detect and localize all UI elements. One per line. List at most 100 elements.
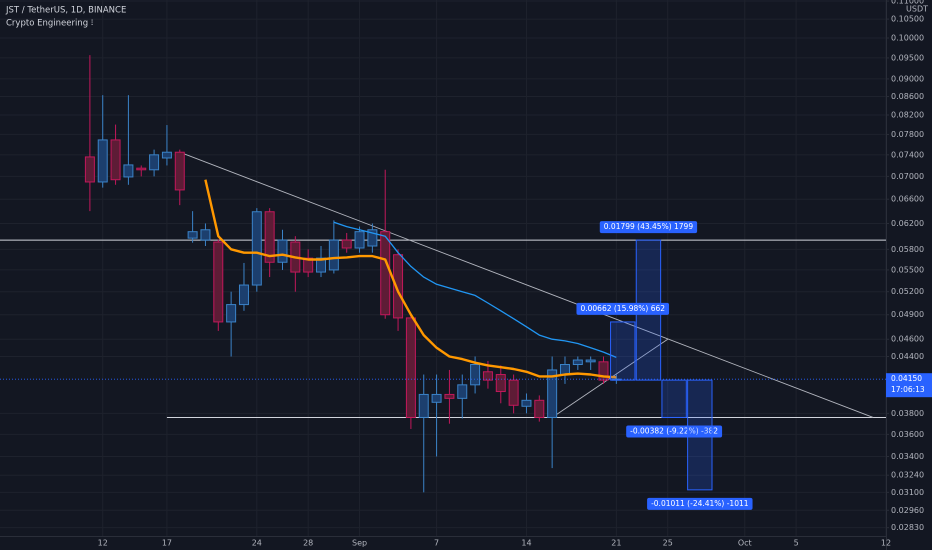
y-tick-label: 0.08600 — [891, 92, 924, 101]
x-tick-label: 25 — [663, 539, 673, 548]
y-tick-label: 0.07400 — [891, 150, 924, 159]
y-tick-label: 0.07800 — [891, 130, 924, 139]
candle-body — [341, 239, 352, 249]
y-tick-label: 0.02960 — [891, 506, 924, 515]
y-tick-label: 0.06600 — [891, 195, 924, 204]
y-tick-label: 0.05500 — [891, 265, 924, 274]
candle-body — [200, 229, 211, 241]
y-tick-label: 0.03800 — [891, 409, 924, 418]
candle-body — [418, 393, 429, 418]
indicator-name[interactable]: Crypto Engineering ⁝ — [6, 19, 94, 29]
indicator-line — [333, 221, 617, 359]
measure-label: 0.01799 (43.45%) 1799 — [604, 222, 694, 231]
y-tick-label: 0.03600 — [891, 430, 924, 439]
candle-body — [328, 239, 339, 271]
candle-body — [174, 151, 185, 191]
candle-body — [393, 254, 404, 319]
y-tick-label: 0.06200 — [891, 219, 924, 228]
candle-body — [547, 369, 558, 418]
y-tick-label: 0.04600 — [891, 335, 924, 344]
candle-body — [495, 374, 506, 393]
countdown: 17:06:13 — [891, 385, 925, 394]
y-tick-label: 0.03240 — [891, 471, 924, 480]
y-tick-label: 0.03400 — [891, 452, 924, 461]
candle-body — [444, 393, 455, 399]
candle-body — [97, 139, 108, 183]
measure-box — [661, 379, 687, 418]
y-tick-label: 0.05200 — [891, 287, 924, 296]
measure-label-bg — [626, 425, 723, 438]
candle-body — [508, 379, 519, 406]
x-tick-label: 28 — [303, 539, 313, 548]
x-tick-label: 14 — [521, 539, 531, 548]
candle-body — [457, 384, 468, 399]
candle-body — [559, 364, 570, 376]
currency: USDT — [906, 5, 928, 14]
candle-body — [277, 239, 288, 263]
y-tick-label: 0.05800 — [891, 245, 924, 254]
candle-body — [470, 364, 481, 386]
x-tick-label: Oct — [738, 539, 752, 548]
candle-body — [354, 231, 365, 249]
candle-body — [367, 229, 378, 247]
indicator-line — [204, 179, 617, 379]
y-tick-label: 0.04900 — [891, 310, 924, 319]
candle-body — [598, 361, 609, 381]
y-tick-label: 0.04400 — [891, 352, 924, 361]
candle-body — [213, 241, 224, 323]
candle-body — [431, 393, 442, 403]
x-tick-label: 12 — [881, 539, 891, 548]
y-tick-label: 0.08200 — [891, 111, 924, 120]
measure-box — [687, 379, 713, 491]
symbol-title: JST / TetherUS, 1D, BINANCE — [5, 6, 126, 16]
price-label: 0.04150 — [891, 374, 922, 383]
candle-body — [110, 139, 121, 181]
x-tick-label: 17 — [162, 539, 172, 548]
y-tick-label: 0.09500 — [891, 53, 924, 62]
candle-body — [149, 154, 160, 171]
candle-body — [405, 317, 416, 418]
trend-line — [179, 151, 874, 418]
candle-body — [264, 211, 275, 263]
candle-body — [187, 231, 198, 239]
x-tick-label: 21 — [611, 539, 621, 548]
candle-body — [251, 211, 262, 286]
candle-body — [84, 156, 95, 183]
x-tick-label: 5 — [794, 539, 799, 548]
x-tick-label: 12 — [98, 539, 108, 548]
candle-body — [521, 399, 532, 407]
measure-label-bg — [647, 497, 753, 510]
measure-label: -0.00382 (-9.22%) -382 — [630, 426, 718, 435]
y-tick-label: 0.03100 — [891, 488, 924, 497]
trend-line — [551, 338, 668, 418]
candle-body — [226, 304, 237, 323]
measure-box — [610, 321, 636, 381]
candle-body — [482, 371, 493, 381]
y-tick-label: 0.09000 — [891, 74, 924, 83]
measure-label: -0.01011 (-24.41%) -1011 — [651, 499, 749, 508]
y-tick-label: 0.02830 — [891, 523, 924, 532]
candle-body — [534, 399, 545, 418]
candle-body — [380, 231, 391, 316]
x-tick-label: 24 — [252, 539, 262, 548]
measure-label: 0.00662 (15.98%) 662 — [580, 304, 665, 313]
candle-body — [136, 167, 147, 171]
candle-body — [316, 257, 327, 273]
y-tick-label: 0.10500 — [891, 15, 924, 24]
measure-label-bg — [576, 302, 670, 315]
x-tick-label: Sep — [352, 539, 367, 548]
price-label-bg — [886, 373, 932, 398]
candle-body — [585, 359, 596, 363]
candle-body — [572, 359, 583, 366]
x-tick-label: 7 — [434, 539, 439, 548]
y-tick-label: 0.07000 — [891, 172, 924, 181]
y-tick-label: 0.10000 — [891, 34, 924, 43]
candle-body — [161, 151, 172, 159]
candle-body — [303, 257, 314, 273]
y-tick-label: 0.11000 — [891, 0, 924, 6]
candle-body — [123, 164, 134, 178]
candle-body — [238, 284, 249, 306]
measure-label-bg — [599, 221, 698, 234]
